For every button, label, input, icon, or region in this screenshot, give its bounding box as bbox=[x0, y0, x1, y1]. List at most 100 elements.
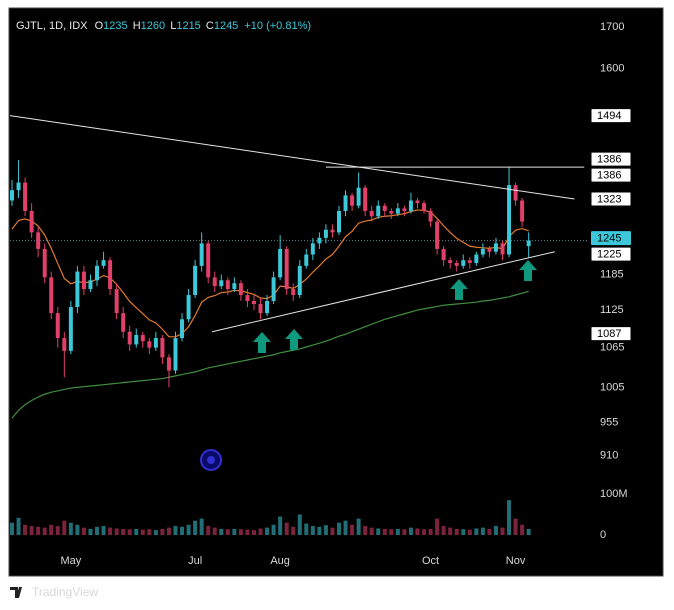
candle-body bbox=[487, 248, 492, 252]
volume-bar bbox=[513, 518, 518, 535]
candle-body bbox=[271, 277, 276, 301]
ohlc-key: O bbox=[95, 20, 104, 32]
candle-body bbox=[140, 334, 145, 342]
candle-body bbox=[454, 262, 459, 266]
brand-name: TradingView bbox=[32, 585, 98, 599]
candle-body bbox=[81, 271, 86, 290]
volume-bar bbox=[10, 522, 14, 535]
candle-body bbox=[42, 248, 47, 278]
y-tick-label: 1005 bbox=[600, 381, 624, 393]
volume-bar bbox=[520, 524, 525, 535]
up-arrow bbox=[285, 329, 303, 350]
volume-bar bbox=[16, 517, 21, 535]
candle-body bbox=[23, 182, 28, 211]
volume-bar bbox=[166, 527, 171, 535]
trendline bbox=[9, 115, 575, 200]
candle-body bbox=[55, 313, 60, 339]
volume-bar bbox=[428, 528, 433, 535]
up-arrow bbox=[519, 260, 537, 281]
candle-body bbox=[278, 248, 283, 278]
candle-body bbox=[10, 190, 14, 201]
volume-bar bbox=[173, 525, 178, 535]
candle-body bbox=[238, 283, 243, 296]
volume-bar bbox=[376, 528, 381, 535]
volume-bar bbox=[507, 500, 512, 535]
volume-bar bbox=[36, 526, 41, 535]
volume-bar bbox=[95, 526, 100, 535]
candle-body bbox=[180, 319, 185, 339]
y-tick-label: 1125 bbox=[600, 304, 624, 316]
volume-bar bbox=[219, 528, 224, 535]
price-label: 1386 bbox=[597, 169, 621, 181]
candle-body bbox=[513, 185, 518, 201]
candle-body bbox=[284, 248, 289, 290]
header: GJTL, 1D, IDX O1235 H1260 L1215 C1245 +1… bbox=[16, 20, 311, 32]
candle-body bbox=[173, 338, 178, 371]
candle-body bbox=[337, 210, 341, 233]
volume-bar bbox=[42, 527, 47, 535]
candle-body bbox=[245, 295, 250, 301]
volume-bar bbox=[454, 528, 459, 535]
candle-body bbox=[62, 338, 67, 351]
candle-body bbox=[382, 205, 387, 211]
candle-body bbox=[422, 203, 427, 211]
volume-bar bbox=[487, 528, 492, 535]
candle-body bbox=[199, 243, 204, 266]
price-label: 1225 bbox=[597, 249, 621, 261]
candle-body bbox=[395, 208, 400, 214]
volume-bar bbox=[75, 524, 80, 535]
volume-bar bbox=[297, 514, 302, 535]
candle-body bbox=[121, 313, 126, 332]
volume-bar bbox=[114, 528, 119, 535]
volume-tick-label: 0 bbox=[600, 529, 606, 541]
volume-bar bbox=[186, 524, 191, 535]
candle-body bbox=[206, 243, 211, 278]
volume-bar bbox=[81, 527, 86, 535]
y-tick-label: 1185 bbox=[600, 268, 624, 280]
indicator-icon[interactable] bbox=[200, 449, 222, 471]
candle-body bbox=[461, 260, 466, 266]
ohlc-value: 1235 bbox=[103, 20, 127, 32]
volume-bar bbox=[330, 527, 335, 535]
volume-bar bbox=[127, 529, 132, 535]
volume-bar bbox=[265, 527, 270, 535]
icon-dot[interactable] bbox=[207, 456, 215, 464]
volume-bar bbox=[500, 527, 505, 535]
volume-bar bbox=[395, 528, 400, 535]
candle-body bbox=[101, 260, 106, 266]
candle-body bbox=[493, 243, 498, 252]
price-label-box bbox=[590, 108, 632, 124]
volume-bar bbox=[389, 529, 394, 535]
price-label-box bbox=[591, 231, 631, 246]
volume-bar bbox=[153, 530, 158, 535]
candle-body bbox=[147, 341, 152, 348]
candle-body bbox=[75, 271, 80, 308]
y-tick-label: 1065 bbox=[600, 342, 624, 354]
candle-body bbox=[219, 280, 224, 287]
price-label: 1323 bbox=[597, 193, 621, 205]
candle-body bbox=[389, 210, 394, 214]
volume-bar bbox=[101, 525, 106, 535]
volume-bar bbox=[55, 525, 60, 535]
x-tick-label: May bbox=[60, 555, 81, 567]
y-tick-label: 1600 bbox=[600, 63, 624, 75]
candle-body bbox=[343, 195, 348, 211]
volume-bar bbox=[461, 529, 466, 535]
candle-body bbox=[402, 208, 407, 211]
logo-mark bbox=[10, 587, 22, 598]
candle-body bbox=[356, 187, 361, 206]
y-tick-label: 910 bbox=[600, 449, 618, 461]
ohlc-key: L bbox=[170, 20, 176, 32]
volume-bar bbox=[251, 530, 256, 535]
candle-body bbox=[212, 277, 217, 287]
volume-bar bbox=[317, 526, 322, 535]
volume-bar bbox=[23, 524, 28, 535]
volume-bar bbox=[245, 529, 250, 535]
price-label: 1494 bbox=[597, 110, 621, 122]
volume-bar bbox=[238, 529, 243, 535]
candle-body bbox=[88, 280, 93, 290]
price-label: 1087 bbox=[597, 328, 621, 340]
up-arrow bbox=[253, 332, 271, 353]
candle-body bbox=[134, 334, 139, 345]
